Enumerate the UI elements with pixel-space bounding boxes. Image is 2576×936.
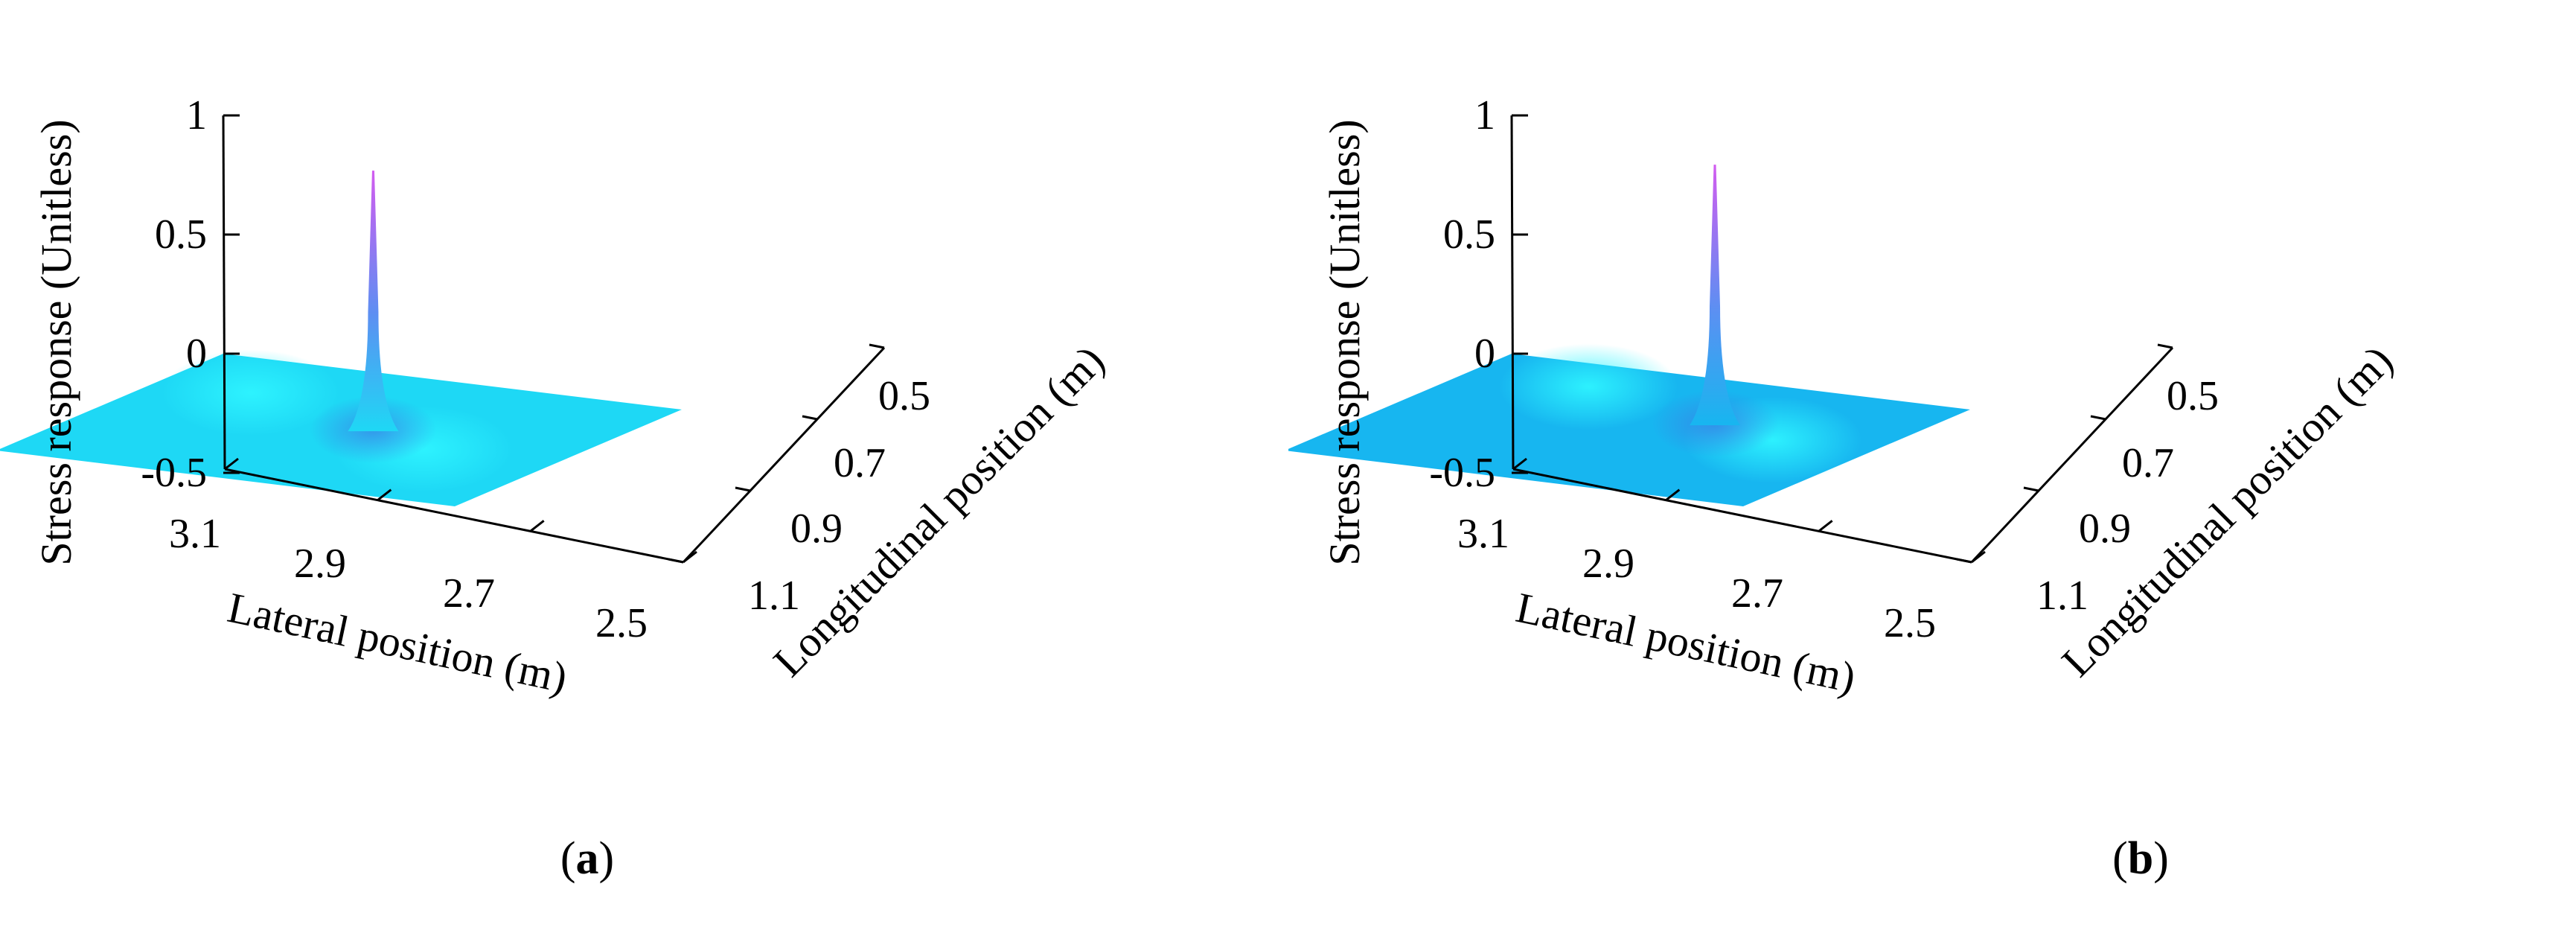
lateral-tick-label: 2.9 [294, 541, 346, 587]
z-tick-label: 0 [1474, 331, 1495, 377]
z-tick-label: 0.5 [1443, 211, 1495, 258]
z-axis-line [1510, 115, 1515, 470]
lateral-axis-title: Lateral position (m) [223, 583, 571, 702]
z-axis-line [222, 115, 226, 470]
longitudinal-axis-line [682, 346, 886, 564]
lateral-axis-line [224, 468, 684, 564]
longitudinal-tick-label: 0.5 [878, 373, 930, 419]
z-tick-label: 1 [1474, 92, 1495, 139]
peak-spike [348, 171, 399, 432]
panel-caption-a: (a) [560, 833, 615, 884]
longitudinal-tick [1956, 558, 1972, 564]
longitudinal-tick-label: 0.9 [790, 506, 843, 552]
longitudinal-tick [668, 558, 684, 564]
lateral-tick [1818, 520, 1833, 532]
lateral-tick [1512, 457, 1527, 471]
lateral-tick-label: 3.1 [1457, 511, 1509, 557]
peak-spike [1690, 165, 1741, 426]
z-tick-label: 0.5 [155, 211, 207, 258]
lateral-tick-label: 2.5 [595, 600, 648, 646]
longitudinal-tick-label: 0.7 [834, 440, 886, 486]
lateral-tick [1971, 550, 1986, 564]
lateral-tick [1665, 488, 1681, 501]
longitudinal-tick-label: 0.9 [2079, 506, 2131, 552]
panel-letter-b: b [2127, 833, 2154, 884]
side-lobe-1 [162, 349, 341, 436]
longitudinal-axis-line [1970, 346, 2174, 564]
side-lobe-1 [1499, 343, 1678, 430]
lateral-tick [529, 520, 545, 532]
lateral-tick-label: 2.7 [443, 570, 495, 617]
longitudinal-tick-label: 1.1 [2036, 573, 2088, 619]
longitudinal-tick-label: 0.5 [2167, 373, 2219, 419]
z-tick-label: -0.5 [1429, 450, 1495, 496]
z-tick-label: 0 [186, 331, 207, 377]
lateral-tick [377, 488, 392, 501]
lateral-axis-title: Lateral position (m) [1512, 583, 1859, 702]
z-axis-title: Stress response (Unitless) [32, 119, 80, 565]
z-axis-title: Stress response (Unitless) [1320, 119, 1369, 565]
longitudinal-tick-label: 0.7 [2122, 440, 2174, 486]
lateral-tick-label: 2.7 [1731, 570, 1783, 617]
lateral-tick-label: 2.5 [1884, 600, 1936, 646]
lateral-tick-label: 3.1 [169, 511, 221, 557]
longitudinal-tick [2023, 486, 2039, 492]
longitudinal-tick [735, 486, 751, 492]
z-tick-label: 1 [186, 92, 207, 139]
chart-panel-a: 1 0.5 0 -0.5 3.1 2.9 2.7 2.5 0.5 0.7 0.9 1.1 Stress … [0, 92, 1113, 884]
longitudinal-tick [869, 343, 885, 349]
panel-caption-b: (b) [2112, 833, 2169, 884]
chart-panel-b: 1 0.5 0 -0.5 3.1 2.9 2.7 2.5 0.5 0.7 0.9 1.1 Stress … [1288, 0, 2576, 936]
longitudinal-tick [802, 415, 818, 421]
longitudinal-tick-label: 1.1 [748, 573, 800, 619]
lateral-tick [683, 550, 697, 564]
chart-svg-a: 1 0.5 0 -0.5 3.1 2.9 2.7 2.5 0.5 0.7 0.9 1.1 Stress … [0, 92, 1113, 702]
longitudinal-tick [2157, 343, 2173, 349]
lateral-tick-label: 2.9 [1582, 541, 1634, 587]
z-tick-label: -0.5 [141, 450, 207, 496]
longitudinal-tick [2090, 415, 2106, 421]
panel-letter-a: a [575, 833, 599, 884]
lateral-tick [224, 457, 239, 471]
chart-svg-b: 1 0.5 0 -0.5 3.1 2.9 2.7 2.5 0.5 0.7 0.9 1.1 Stress … [1288, 92, 2402, 702]
lateral-axis-line [1512, 468, 1972, 564]
